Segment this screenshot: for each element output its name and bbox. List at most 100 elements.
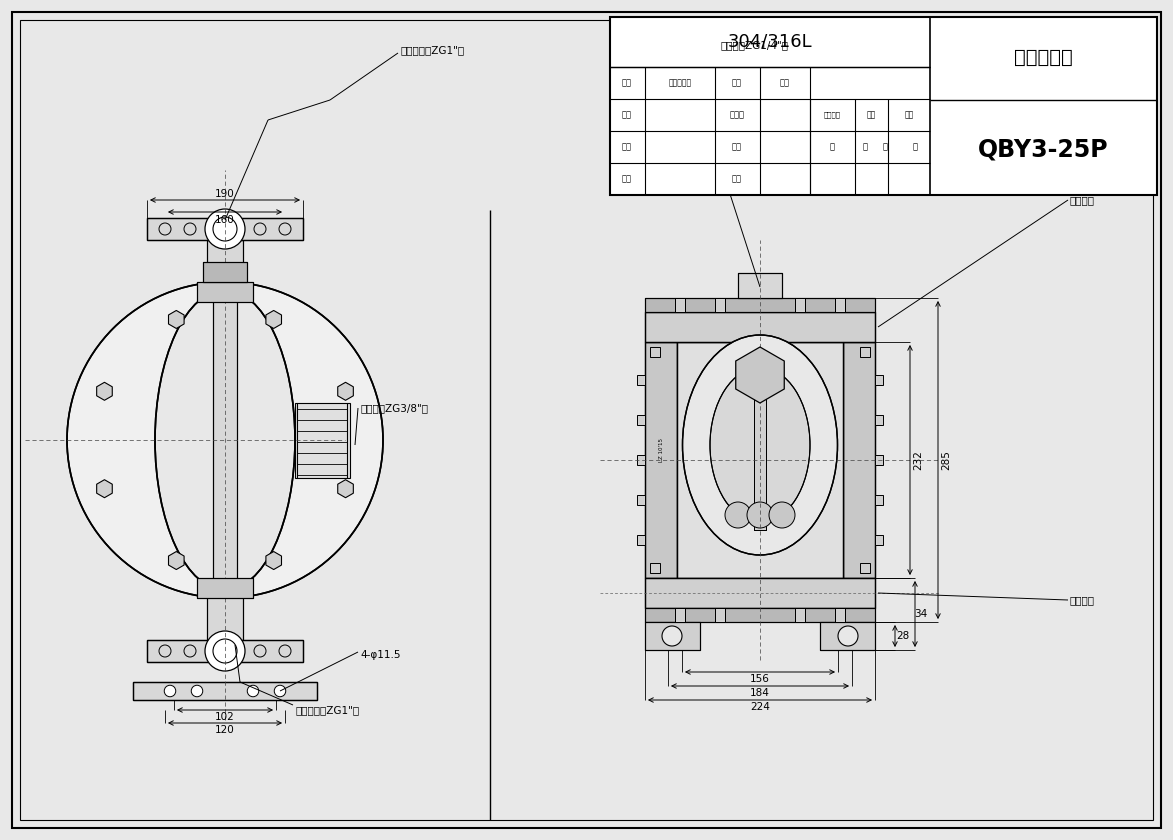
Text: 更改文件号: 更改文件号	[669, 78, 692, 87]
Text: 审核: 审核	[622, 143, 632, 151]
Bar	[650, 563, 660, 573]
Bar	[645, 342, 677, 578]
Text: 共: 共	[829, 143, 834, 151]
Bar	[637, 375, 645, 385]
Bar	[645, 622, 700, 650]
Text: 184: 184	[750, 688, 769, 698]
Text: 安装尺寸图: 安装尺寸图	[1015, 48, 1073, 66]
Bar	[738, 273, 782, 298]
Bar	[133, 682, 317, 700]
Text: 日期: 日期	[780, 78, 789, 87]
Bar	[754, 360, 766, 530]
Bar	[795, 608, 805, 622]
Bar	[820, 622, 875, 650]
Bar	[875, 415, 883, 425]
Bar	[213, 290, 237, 590]
Bar	[637, 495, 645, 505]
Text: 160: 160	[215, 215, 235, 225]
Bar	[674, 608, 685, 622]
Bar	[645, 312, 875, 342]
Bar	[147, 640, 303, 662]
Bar	[206, 240, 243, 292]
Circle shape	[67, 282, 384, 598]
Polygon shape	[169, 552, 184, 570]
Circle shape	[248, 685, 259, 696]
Bar	[835, 608, 845, 622]
Text: 物料出口（ZG1"）: 物料出口（ZG1"）	[400, 45, 465, 55]
Bar	[875, 535, 883, 545]
Bar	[637, 415, 645, 425]
Text: 页: 页	[913, 143, 917, 151]
Text: 重量: 重量	[867, 111, 876, 119]
Circle shape	[747, 502, 773, 528]
Bar	[677, 342, 843, 578]
Bar	[645, 608, 875, 622]
Bar	[835, 608, 845, 622]
Ellipse shape	[155, 290, 294, 590]
Text: 28: 28	[896, 631, 909, 641]
Bar	[645, 622, 700, 650]
Bar	[795, 298, 805, 312]
Text: QBY3-25P: QBY3-25P	[977, 138, 1108, 162]
Bar	[820, 622, 875, 650]
Bar	[645, 298, 875, 312]
Bar	[674, 298, 685, 312]
Bar	[875, 495, 883, 505]
Polygon shape	[266, 311, 282, 328]
Text: 工艺: 工艺	[622, 175, 632, 183]
Bar	[650, 347, 660, 357]
Bar	[133, 682, 317, 700]
Circle shape	[274, 685, 286, 696]
Bar	[294, 403, 350, 478]
Text: 224: 224	[750, 702, 769, 712]
Bar	[716, 608, 725, 622]
Text: 签字: 签字	[732, 78, 743, 87]
Bar	[645, 578, 875, 608]
Bar	[203, 262, 248, 282]
Bar	[213, 290, 237, 590]
Bar	[738, 273, 782, 298]
Circle shape	[205, 631, 245, 671]
Polygon shape	[735, 347, 785, 403]
Bar	[860, 347, 870, 357]
Bar	[875, 375, 883, 385]
Bar	[860, 563, 870, 573]
Ellipse shape	[710, 368, 811, 522]
Bar	[645, 578, 875, 608]
Text: LZ 10'15: LZ 10'15	[658, 438, 664, 462]
Text: 批准: 批准	[732, 143, 743, 151]
Bar	[795, 298, 805, 312]
Text: 190: 190	[215, 189, 235, 199]
Bar	[637, 535, 645, 545]
Text: 304/316L: 304/316L	[727, 33, 813, 51]
Bar	[716, 298, 725, 312]
Bar	[843, 342, 875, 578]
Circle shape	[662, 626, 682, 646]
Bar	[835, 298, 845, 312]
Text: 4-φ11.5: 4-φ11.5	[360, 650, 400, 660]
Text: 标记: 标记	[622, 78, 632, 87]
Text: 156: 156	[750, 674, 769, 684]
Polygon shape	[96, 480, 113, 497]
Polygon shape	[338, 480, 353, 497]
Text: 设计: 设计	[622, 111, 632, 119]
Ellipse shape	[683, 335, 838, 555]
Text: 图样标记: 图样标记	[823, 112, 841, 118]
Text: 285: 285	[941, 450, 951, 470]
Bar	[674, 608, 685, 622]
Bar	[203, 262, 248, 282]
Bar	[197, 282, 253, 302]
Circle shape	[725, 502, 751, 528]
Circle shape	[164, 685, 176, 696]
Polygon shape	[96, 382, 113, 401]
Bar	[206, 588, 243, 640]
Circle shape	[838, 626, 857, 646]
Bar	[674, 298, 685, 312]
Bar	[206, 240, 243, 292]
Bar	[637, 455, 645, 465]
Bar	[645, 298, 875, 312]
Polygon shape	[169, 311, 184, 328]
Bar	[835, 298, 845, 312]
Text: 102: 102	[215, 712, 235, 722]
Bar	[147, 218, 303, 240]
